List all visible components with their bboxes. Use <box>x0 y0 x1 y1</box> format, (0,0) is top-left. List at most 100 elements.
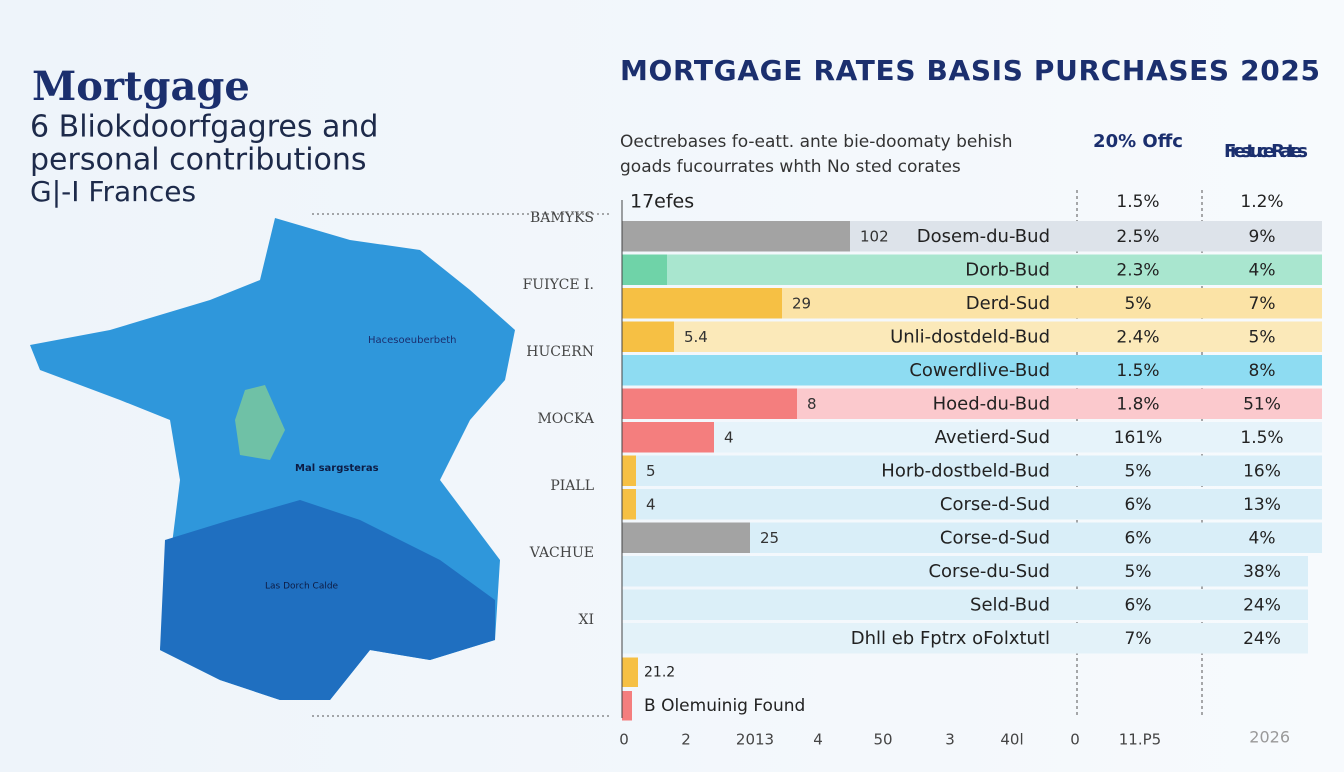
side-label: XI <box>579 612 595 628</box>
cell: 9% <box>1249 227 1276 247</box>
cell: 5% <box>1125 562 1152 582</box>
row-label: Cowerdlive-Bud <box>909 360 1050 381</box>
side-label: HUCERN <box>526 344 594 360</box>
cell: 6% <box>1125 495 1152 515</box>
map-label: Hacesoeuberbeth <box>368 335 457 346</box>
row-label: Derd-Sud <box>966 293 1050 314</box>
map-label: Mal sargsteras <box>295 463 379 474</box>
cell: 5% <box>1249 327 1276 347</box>
cell: 161% <box>1114 428 1163 448</box>
bar-label: B Olemuinig Found <box>644 696 805 716</box>
cell: 2.4% <box>1116 327 1159 347</box>
row <box>622 455 1322 486</box>
axis-label: 0 <box>619 731 629 749</box>
row <box>622 556 1308 587</box>
axis-label: 2013 <box>736 731 774 749</box>
axis-label: 50 <box>873 731 892 749</box>
cell: 1.5% <box>1116 361 1159 381</box>
bar-label: 8 <box>807 395 817 413</box>
cell: 5% <box>1125 294 1152 314</box>
cell: 4% <box>1249 528 1276 548</box>
bar-label: 29 <box>792 294 811 312</box>
cell: 24% <box>1243 629 1281 649</box>
row <box>622 589 1308 620</box>
row-label: Seld-Bud <box>970 594 1050 615</box>
cell: 7% <box>1125 629 1152 649</box>
cell: 16% <box>1243 461 1281 481</box>
map-region <box>160 500 495 700</box>
bar <box>622 522 750 553</box>
bar <box>622 388 797 419</box>
side-label: PIALL <box>550 478 594 494</box>
row-label: Corse-du-Sud <box>928 561 1050 582</box>
column-header: 20% Offc <box>1093 131 1183 152</box>
row <box>622 321 1322 352</box>
cell: 2.3% <box>1116 260 1159 280</box>
map-label: Las Dorch Calde <box>265 582 339 592</box>
bar <box>622 657 638 687</box>
bar <box>622 455 636 486</box>
table-title: Mortgage rates basis purchases 2025 <box>620 54 1320 87</box>
side-label: VACHUE <box>529 545 594 561</box>
side-label: FUIYCE I. <box>523 277 594 293</box>
bar <box>622 254 667 285</box>
row-label: Horb-dostbeld-Bud <box>881 460 1050 481</box>
row <box>622 422 1322 453</box>
axis-label: 0 <box>1070 731 1080 749</box>
cell: 1.5% <box>1116 192 1159 212</box>
row-label: 17efes <box>630 191 694 213</box>
title: Mortgage <box>32 63 250 110</box>
description: goads fucourrates whth No sted corates <box>620 157 961 177</box>
bar-label: 5 <box>646 462 656 480</box>
row-label: Dorb-Bud <box>965 259 1050 280</box>
subtitle: G|-I Frances <box>30 175 196 208</box>
cell: 5% <box>1125 461 1152 481</box>
side-label: BAMYKS <box>530 210 594 226</box>
cell: 2.5% <box>1116 227 1159 247</box>
side-label: MOCKA <box>537 411 594 427</box>
cell: 8% <box>1249 361 1276 381</box>
row-label: Corse-d-Sud <box>940 527 1050 548</box>
row-label: Dosem-du-Bud <box>917 226 1050 247</box>
axis-label: 11.P5 <box>1119 731 1161 749</box>
row <box>622 254 1322 285</box>
axis-label: 2 <box>681 731 691 749</box>
cell: 1.8% <box>1116 394 1159 414</box>
row-label: Avetierd-Sud <box>935 427 1050 448</box>
cell: 38% <box>1243 562 1281 582</box>
bar <box>622 489 636 520</box>
bar <box>622 221 850 252</box>
row-label: Hoed-du-Bud <box>933 393 1050 414</box>
subtitle: 6 Bliokdoorfgagres and <box>30 110 378 145</box>
cell: 6% <box>1125 528 1152 548</box>
bar-label: 102 <box>860 227 889 245</box>
cell: 6% <box>1125 595 1152 615</box>
description: Oectrebases fo-eatt. ante bie-doomaty be… <box>620 132 1012 152</box>
bar <box>622 691 632 721</box>
row <box>622 355 1322 386</box>
cell: 1.2% <box>1240 192 1283 212</box>
bar <box>622 422 714 453</box>
cell: 51% <box>1243 394 1281 414</box>
bar-label: 4 <box>646 495 656 513</box>
axis-label: 40l <box>1000 731 1023 749</box>
subtitle: personal contributions <box>30 143 367 178</box>
bar-label: 25 <box>760 529 779 547</box>
map-region <box>235 385 285 460</box>
axis-label: 4 <box>813 731 823 749</box>
bar-label: 21.2 <box>644 664 675 680</box>
cell: 24% <box>1243 595 1281 615</box>
row-label: Dhll eb Fptrx oFolxtutl <box>851 628 1050 649</box>
column-header: Frestuce Rates <box>1224 141 1308 162</box>
cell: 7% <box>1249 294 1276 314</box>
row <box>622 623 1308 654</box>
bar <box>622 321 674 352</box>
row <box>622 489 1322 520</box>
cell: 4% <box>1249 260 1276 280</box>
bar-label: 4 <box>724 428 734 446</box>
row-label: Corse-d-Sud <box>940 494 1050 515</box>
bar-label: 5.4 <box>684 328 708 346</box>
cell: 13% <box>1243 495 1281 515</box>
cell: 1.5% <box>1240 428 1283 448</box>
watermark: 2026 <box>1249 728 1290 747</box>
